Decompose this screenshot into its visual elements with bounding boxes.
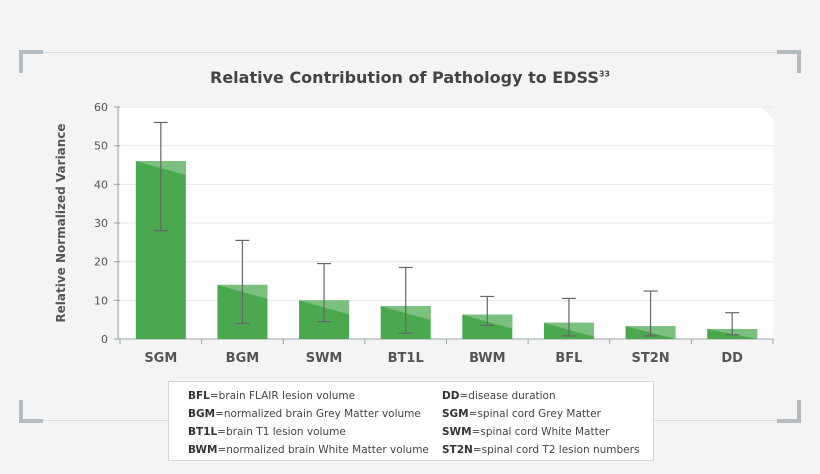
legend-definition: =disease duration [459,390,556,402]
legend-definition: =brain FLAIR lesion volume [209,390,356,402]
corner-bracket [19,419,43,423]
corner-bracket [777,419,801,423]
legend-item: SGM=spinal cord Grey Matter [442,406,672,424]
y-tick-label: 20 [94,256,108,269]
y-tick-label: 50 [94,140,108,153]
corner-bracket [797,400,801,423]
top-divider [20,52,802,53]
legend-definition: =spinal cord White Matter [471,426,610,438]
legend-definition: =brain T1 lesion volume [217,426,346,438]
legend-abbr: SWM [442,426,472,438]
legend-item: BT1L=brain T1 lesion volume [188,424,442,442]
legend-item: SWM=spinal cord White Matter [442,424,672,442]
x-tick-label: DD [721,351,743,366]
legend-item: ST2N=spinal cord T2 lesion numbers [442,442,672,460]
legend-definition: =spinal cord Grey Matter [468,408,601,420]
x-tick-label: BWM [469,351,505,366]
corner-bracket [19,50,43,54]
corner-bracket [19,400,23,423]
legend-abbr: BGM [188,408,216,420]
y-tick-label: 0 [101,333,108,346]
legend-abbr: BWM [188,444,218,456]
y-tick-label: 60 [94,101,108,114]
x-tick-label: BT1L [388,351,424,366]
legend-abbr: DD [442,390,460,402]
corner-bracket [19,50,23,73]
legend-item: BWM=normalized brain White Matter volume [188,442,442,460]
title-superscript: 33 [598,69,610,79]
legend-definition: =spinal cord T2 lesion numbers [472,444,640,456]
legend-definition: =normalized brain White Matter volume [217,444,429,456]
x-tick-label: SGM [144,351,177,366]
legend-item: DD=disease duration [442,388,672,406]
legend-abbr: BFL [188,390,210,402]
chart-title: Relative Contribution of Pathology to ED… [0,68,820,87]
legend-item: BFL=brain FLAIR lesion volume [188,388,442,406]
legend-item: BGM=normalized brain Grey Matter volume [188,406,442,424]
legend-definition: =normalized brain Grey Matter volume [215,408,421,420]
x-tick-label: BFL [555,351,582,366]
legend-abbr: BT1L [188,426,218,438]
chart-title-text: Relative Contribution of Pathology to ED… [210,68,599,87]
x-tick-label: ST2N [631,351,669,366]
legend-abbr: ST2N [442,444,473,456]
abbreviation-legend: BFL=brain FLAIR lesion volume DD=disease … [168,381,654,461]
x-tick-label: BGM [226,351,260,366]
corner-bracket [797,50,801,73]
y-tick-label: 10 [94,294,108,307]
y-axis-label: Relative Normalized Variance [54,123,68,322]
y-tick-label: 30 [94,217,108,230]
x-tick-label: SWM [306,351,343,366]
corner-bracket [777,50,801,54]
legend-abbr: SGM [442,408,469,420]
y-tick-label: 40 [94,178,108,191]
